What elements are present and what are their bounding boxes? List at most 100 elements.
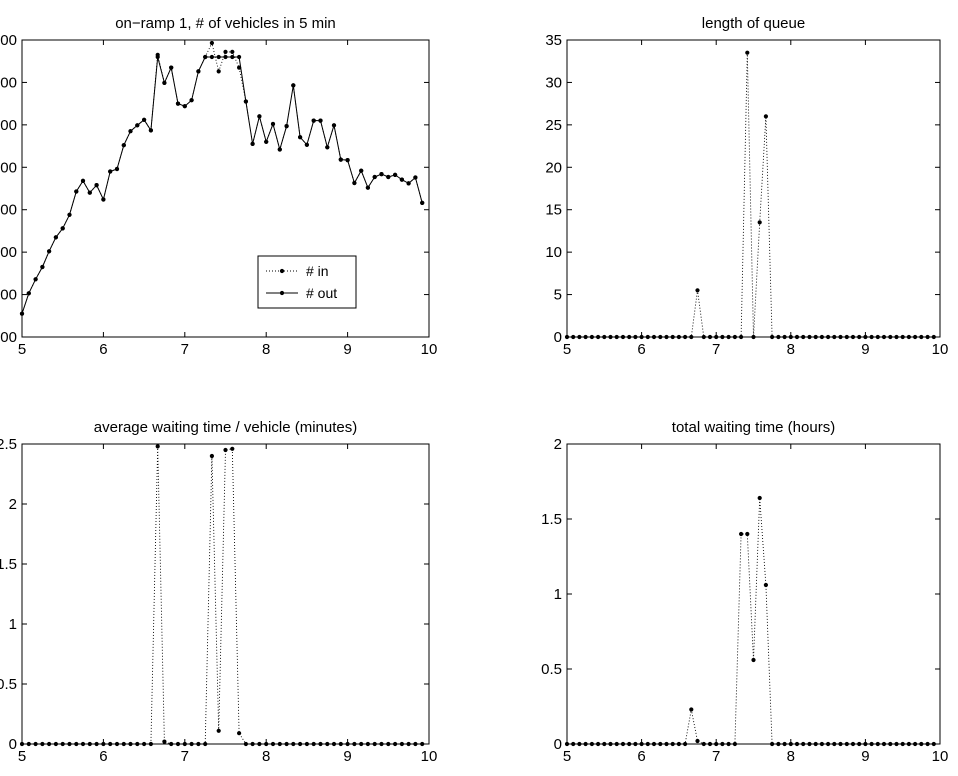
legend: # in # out (257, 255, 357, 309)
data-point (602, 741, 607, 747)
data-point (826, 334, 831, 340)
chart-title: on−ramp 1, # of vehicles in 5 min (115, 15, 336, 32)
data-point (128, 129, 133, 134)
data-point (900, 334, 905, 340)
chart-title: total waiting time (hours) (672, 419, 835, 436)
series-line-data (567, 52, 934, 338)
data-point (257, 114, 262, 119)
data-point (707, 334, 713, 340)
data-point (608, 741, 613, 747)
data-point (33, 741, 38, 747)
data-point (589, 741, 595, 747)
data-point (175, 741, 181, 747)
legend-label: # in (306, 263, 329, 279)
data-point (135, 123, 140, 128)
data-point (676, 741, 682, 747)
data-point (121, 143, 126, 148)
data-point (751, 334, 756, 340)
data-point (94, 741, 99, 747)
data-point (763, 114, 769, 119)
data-point (142, 117, 147, 122)
data-point (189, 741, 194, 747)
data-point (913, 334, 918, 340)
data-point (311, 118, 316, 123)
x-tick-label: 5 (563, 748, 571, 765)
data-point (596, 334, 601, 340)
data-point (40, 264, 45, 270)
data-point (757, 220, 762, 225)
data-point (26, 741, 31, 747)
data-point (844, 741, 849, 747)
x-tick-label: 5 (18, 341, 26, 358)
data-point (101, 197, 106, 202)
data-point (807, 334, 812, 340)
data-point (906, 741, 912, 747)
data-point (108, 169, 113, 174)
data-point (250, 141, 255, 146)
data-point (931, 741, 936, 747)
data-point (782, 741, 787, 747)
data-point (602, 334, 607, 340)
data-point (223, 49, 228, 55)
data-point (318, 118, 323, 123)
data-point (237, 54, 242, 60)
data-point (813, 741, 818, 747)
x-tick-label: 10 (932, 341, 949, 358)
x-tick-label: 9 (343, 341, 351, 358)
data-point (564, 334, 570, 340)
y-tick-label: 20 (545, 159, 562, 176)
x-tick-label: 10 (932, 748, 949, 765)
data-point (857, 741, 862, 747)
data-point (596, 741, 601, 747)
data-point (284, 124, 289, 129)
data-point (399, 741, 404, 747)
data-point (243, 741, 248, 747)
data-point (26, 291, 31, 296)
y-tick-label: 2.5 (0, 436, 17, 453)
data-point (670, 741, 675, 747)
data-point (372, 174, 377, 180)
series-line-in (21, 41, 423, 314)
y-tick-label: 800 (0, 32, 17, 49)
data-point (863, 334, 868, 340)
data-point (209, 54, 214, 60)
data-point (832, 334, 837, 340)
data-point (627, 334, 632, 340)
x-tick-label: 5 (563, 341, 571, 358)
data-point (676, 334, 682, 340)
data-point (169, 741, 174, 747)
data-point (707, 741, 713, 747)
data-point (919, 741, 924, 747)
subplot-1: on−ramp 1, # of vehicles in 5 min 5 6 7 8 9 10… (0, 15, 437, 358)
y-tick-label: 300 (0, 244, 17, 261)
data-point (894, 741, 899, 747)
data-point (277, 147, 282, 152)
data-point (114, 741, 120, 747)
x-tick-label: 7 (181, 748, 189, 765)
data-point (270, 741, 276, 747)
data-point (701, 741, 706, 747)
data-point (819, 334, 825, 340)
x-tick-label: 9 (861, 748, 869, 765)
data-point (658, 334, 663, 340)
data-point (664, 334, 669, 340)
subplot-4: total waiting time (hours) 5 6 7 8 9 10 0 0.5 1 1.… (541, 419, 948, 765)
data-point (577, 334, 582, 340)
data-point (832, 741, 837, 747)
data-point (739, 334, 744, 340)
data-point (620, 334, 626, 340)
data-point (788, 334, 793, 340)
data-point (564, 741, 570, 747)
data-point (216, 69, 221, 74)
y-tick-label: 1.5 (0, 556, 17, 573)
data-point (620, 741, 626, 747)
data-point (751, 657, 756, 663)
data-point (881, 741, 887, 747)
data-point (182, 104, 187, 109)
data-point (881, 334, 887, 340)
data-point (250, 741, 255, 747)
data-point (819, 741, 825, 747)
data-point (386, 174, 391, 180)
data-point (838, 334, 843, 340)
data-point (838, 741, 843, 747)
